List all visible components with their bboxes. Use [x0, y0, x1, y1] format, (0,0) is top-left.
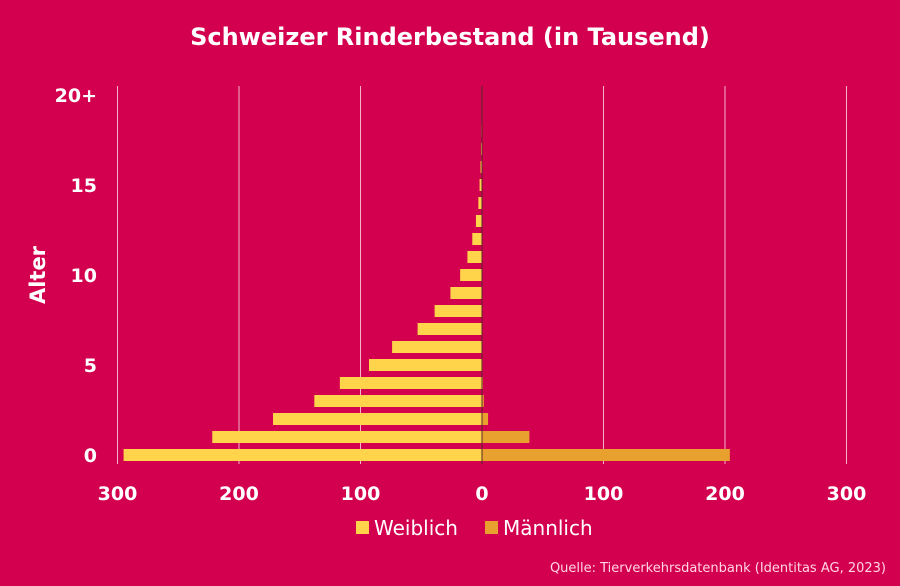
legend-swatch-männlich — [485, 521, 498, 534]
legend-label-männlich: Männlich — [503, 516, 593, 540]
bar-weiblich-age-7 — [417, 323, 482, 335]
y-tick-label: 15 — [71, 175, 97, 197]
y-tick-label: 5 — [84, 355, 97, 377]
x-tick-label: 300 — [827, 483, 867, 505]
bar-weiblich-age-15 — [479, 179, 482, 191]
bars-group — [123, 89, 730, 461]
bar-weiblich-age-4 — [339, 377, 482, 389]
bar-männlich-age-1 — [482, 431, 530, 443]
x-tick-labels: 300 200 100 0 100 200 300 — [98, 483, 867, 505]
bar-weiblich-age-1 — [212, 431, 482, 443]
bar-weiblich-age-2 — [273, 413, 482, 425]
x-tick-label: 200 — [705, 483, 745, 505]
legend-swatch-weiblich — [356, 521, 369, 534]
legend: Weiblich Männlich — [356, 516, 593, 540]
y-tick-label: 0 — [84, 445, 97, 467]
bar-männlich-age-0 — [482, 449, 730, 461]
x-tick-label: 100 — [341, 483, 381, 505]
bar-weiblich-age-3 — [314, 395, 482, 407]
bar-weiblich-age-9 — [450, 287, 482, 299]
bar-weiblich-age-6 — [392, 341, 482, 353]
y-tick-label: 20+ — [55, 85, 97, 107]
bar-weiblich-age-14 — [478, 197, 482, 209]
bar-weiblich-age-0 — [123, 449, 482, 461]
x-tick-label: 300 — [98, 483, 138, 505]
y-axis-label: Alter — [26, 245, 50, 304]
grid-lines — [117, 86, 847, 464]
chart-title: Schweizer Rinderbestand (in Tausend) — [190, 23, 710, 51]
x-tick-label: 200 — [219, 483, 259, 505]
y-tick-label: 10 — [71, 265, 97, 287]
bar-männlich-age-3 — [482, 395, 484, 407]
x-tick-label: 0 — [475, 483, 488, 505]
bar-männlich-age-2 — [482, 413, 489, 425]
source-note: Quelle: Tierverkehrsdatenbank (Identitas… — [550, 561, 886, 576]
bar-weiblich-age-8 — [434, 305, 482, 317]
bar-weiblich-age-10 — [460, 269, 482, 281]
bar-weiblich-age-13 — [475, 215, 482, 227]
legend-label-weiblich: Weiblich — [374, 516, 458, 540]
bar-weiblich-age-11 — [467, 251, 482, 263]
bar-weiblich-age-12 — [472, 233, 482, 245]
y-tick-labels: 0 5 10 15 20+ — [55, 85, 97, 467]
bar-weiblich-age-5 — [369, 359, 482, 371]
bar-weiblich-age-16 — [480, 161, 482, 173]
x-tick-label: 100 — [584, 483, 624, 505]
